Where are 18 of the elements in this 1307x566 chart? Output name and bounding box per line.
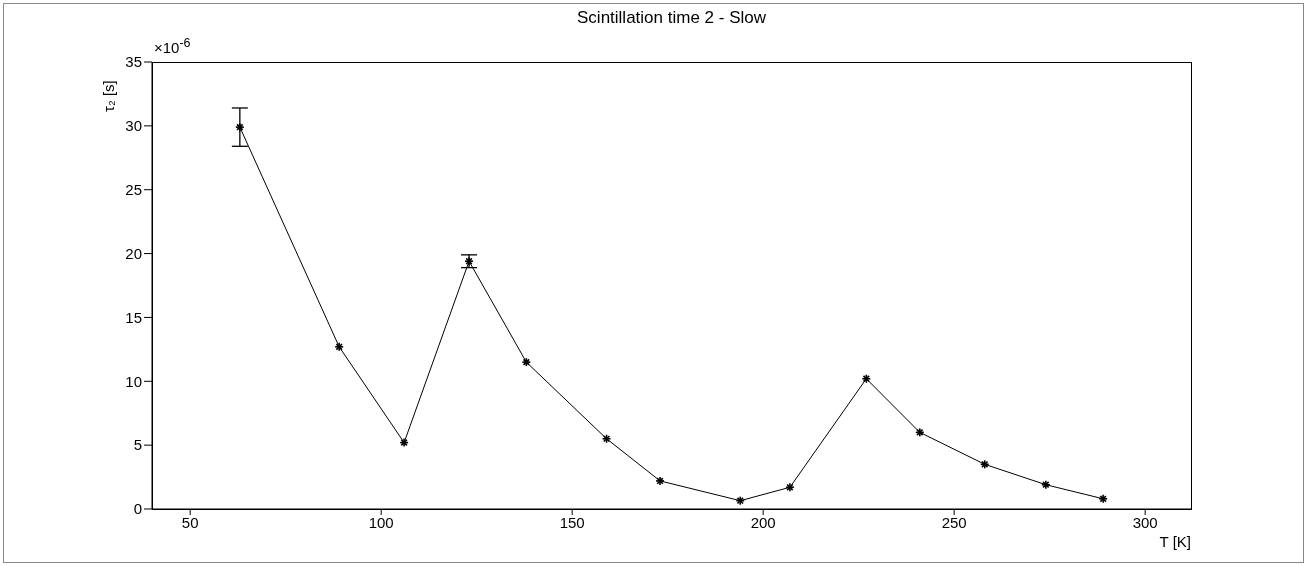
x-tick-label: 50 [181,513,199,531]
y-axis-title: τ₂ [s] [100,80,117,112]
x-tick-label: 150 [559,513,585,531]
text: ×10$^{-6}$ [154,36,191,56]
y-tick-label: 35 [125,53,142,71]
y-tick-label: 30 [125,117,142,135]
x-axis-title: T [K] [1159,533,1191,550]
y-tick-label: 25 [125,181,142,199]
chart-title: Scintillation time 2 - Slow [577,8,766,27]
x-tick-label: 250 [941,513,967,531]
y-tick-label: 15 [125,308,142,326]
x-tick-label: 300 [1132,513,1158,531]
y-tick-label: 5 [133,436,142,454]
x-tick-label: 200 [750,513,776,531]
y-tick-label: 10 [125,372,142,390]
y-tick-label: 0 [133,500,142,518]
x-tick-label: 100 [368,513,394,531]
y-tick-label: 20 [125,244,142,262]
